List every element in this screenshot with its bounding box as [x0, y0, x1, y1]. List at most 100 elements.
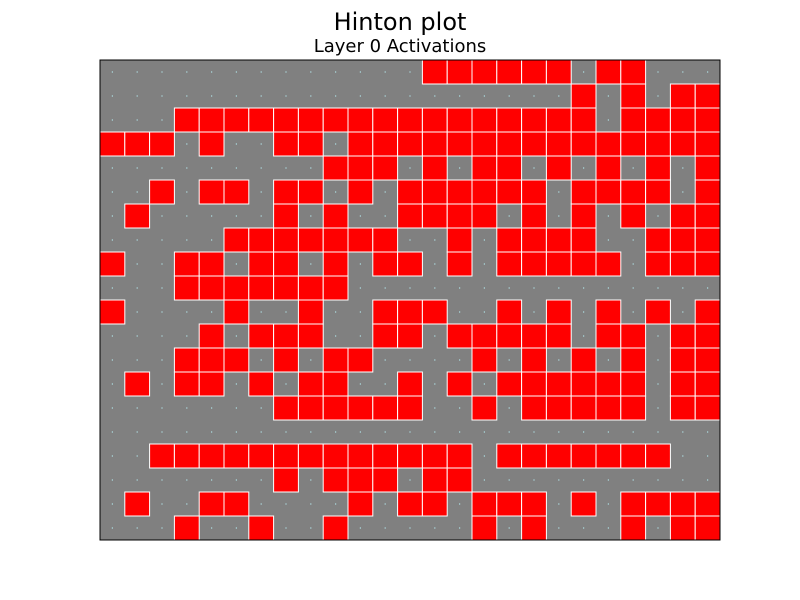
cell-small-r0-c24	[707, 71, 709, 73]
cell-small-r4-c3	[186, 167, 188, 169]
cell-small-r12-c11	[384, 359, 386, 361]
cell-small-r8-c5	[235, 263, 237, 265]
cell-small-r1-c20	[607, 95, 609, 97]
cell-positive-r18-c23	[669, 491, 696, 517]
cell-positive-r2-c19	[570, 107, 597, 133]
cell-small-r8-c21	[632, 263, 634, 265]
cell-small-r4-c4	[211, 167, 213, 169]
cell-positive-r11-c24	[694, 323, 721, 349]
cell-positive-r10-c8	[297, 299, 324, 325]
cell-positive-r0-c14	[446, 59, 473, 85]
cell-positive-r16-c6	[248, 443, 275, 469]
cell-small-r6-c18	[558, 215, 560, 217]
cell-positive-r13-c17	[521, 371, 547, 397]
cell-small-r3-c9	[335, 143, 337, 145]
cell-positive-r16-c17	[521, 443, 547, 469]
cell-small-r9-c12	[409, 287, 411, 289]
cell-small-r15-c8	[310, 431, 312, 433]
cell-small-r2-c1	[136, 119, 138, 121]
cell-small-r6-c11	[384, 215, 386, 217]
cell-small-r9-c14	[459, 287, 461, 289]
cell-small-r9-c13	[434, 287, 436, 289]
cell-positive-r5-c14	[446, 179, 473, 205]
cell-positive-r2-c13	[421, 107, 448, 133]
cell-positive-r8-c6	[248, 251, 275, 277]
cell-positive-r16-c16	[496, 443, 523, 469]
cell-positive-r2-c7	[273, 107, 299, 133]
cell-small-r14-c13	[434, 407, 436, 409]
cell-positive-r19-c3	[173, 515, 200, 541]
cell-small-r9-c16	[508, 287, 510, 289]
cell-positive-r11-c15	[471, 323, 498, 349]
cell-positive-r10-c11	[372, 299, 399, 325]
cell-small-r0-c23	[682, 71, 684, 73]
cell-small-r1-c11	[384, 95, 386, 97]
cell-positive-r7-c17	[521, 227, 547, 253]
cell-small-r5-c18	[558, 191, 560, 193]
cell-positive-r13-c8	[297, 371, 324, 397]
cell-small-r17-c0	[111, 479, 113, 481]
cell-positive-r4-c10	[347, 155, 374, 181]
cell-small-r15-c18	[558, 431, 560, 433]
cell-small-r4-c2	[161, 167, 163, 169]
cell-small-r4-c7	[285, 167, 287, 169]
cell-positive-r11-c17	[521, 323, 547, 349]
cell-small-r1-c8	[310, 95, 312, 97]
cell-positive-r5-c24	[694, 179, 721, 205]
cell-positive-r19-c9	[322, 515, 349, 541]
cell-small-r14-c5	[235, 407, 237, 409]
cell-positive-r9-c6	[248, 275, 275, 301]
cell-small-r11-c19	[583, 335, 585, 337]
cell-positive-r18-c13	[421, 491, 448, 517]
cell-small-r7-c0	[111, 239, 113, 241]
cell-positive-r5-c7	[273, 179, 299, 205]
cell-positive-r13-c20	[595, 371, 622, 397]
cell-positive-r7-c19	[570, 227, 597, 253]
cell-small-r17-c23	[682, 479, 684, 481]
cell-positive-r19-c17	[521, 515, 547, 541]
cell-positive-r10-c13	[421, 299, 448, 325]
cell-small-r13-c5	[235, 383, 237, 385]
cell-small-r9-c10	[359, 287, 361, 289]
cell-small-r18-c2	[161, 503, 163, 505]
cell-positive-r14-c7	[273, 395, 299, 421]
cell-small-r19-c7	[285, 527, 287, 529]
cell-positive-r7-c9	[322, 227, 349, 253]
cell-small-r0-c22	[657, 71, 659, 73]
cell-small-r15-c4	[211, 431, 213, 433]
cell-small-r19-c1	[136, 527, 138, 529]
cell-small-r7-c4	[211, 239, 213, 241]
cell-positive-r7-c5	[223, 227, 250, 253]
cell-small-r10-c19	[583, 311, 585, 313]
cell-positive-r13-c19	[570, 371, 597, 397]
cell-positive-r11-c6	[248, 323, 275, 349]
cell-positive-r11-c20	[595, 323, 622, 349]
cell-positive-r12-c17	[521, 347, 547, 373]
cell-positive-r9-c8	[297, 275, 324, 301]
cell-small-r12-c18	[558, 359, 560, 361]
cell-small-r0-c10	[359, 71, 361, 73]
cell-positive-r6-c14	[446, 203, 473, 229]
cell-small-r15-c11	[384, 431, 386, 433]
cell-small-r9-c1	[136, 287, 138, 289]
cell-positive-r18-c21	[620, 491, 647, 517]
cell-positive-r4-c13	[421, 155, 448, 181]
cell-positive-r3-c18	[545, 131, 572, 157]
cell-positive-r4-c24	[694, 155, 721, 181]
cell-positive-r8-c17	[521, 251, 547, 277]
cell-positive-r7-c6	[248, 227, 275, 253]
cell-positive-r0-c13	[421, 59, 448, 85]
cell-positive-r13-c16	[496, 371, 523, 397]
cell-positive-r10-c16	[496, 299, 523, 325]
cell-small-r0-c7	[285, 71, 287, 73]
cell-small-r0-c11	[384, 71, 386, 73]
cell-positive-r2-c12	[397, 107, 423, 133]
cell-positive-r1-c21	[620, 83, 647, 109]
cell-small-r5-c11	[384, 191, 386, 193]
cell-small-r8-c10	[359, 263, 361, 265]
cell-positive-r7-c8	[297, 227, 324, 253]
cell-positive-r0-c17	[521, 59, 547, 85]
cell-positive-r5-c13	[421, 179, 448, 205]
cell-small-r10-c10	[359, 311, 361, 313]
